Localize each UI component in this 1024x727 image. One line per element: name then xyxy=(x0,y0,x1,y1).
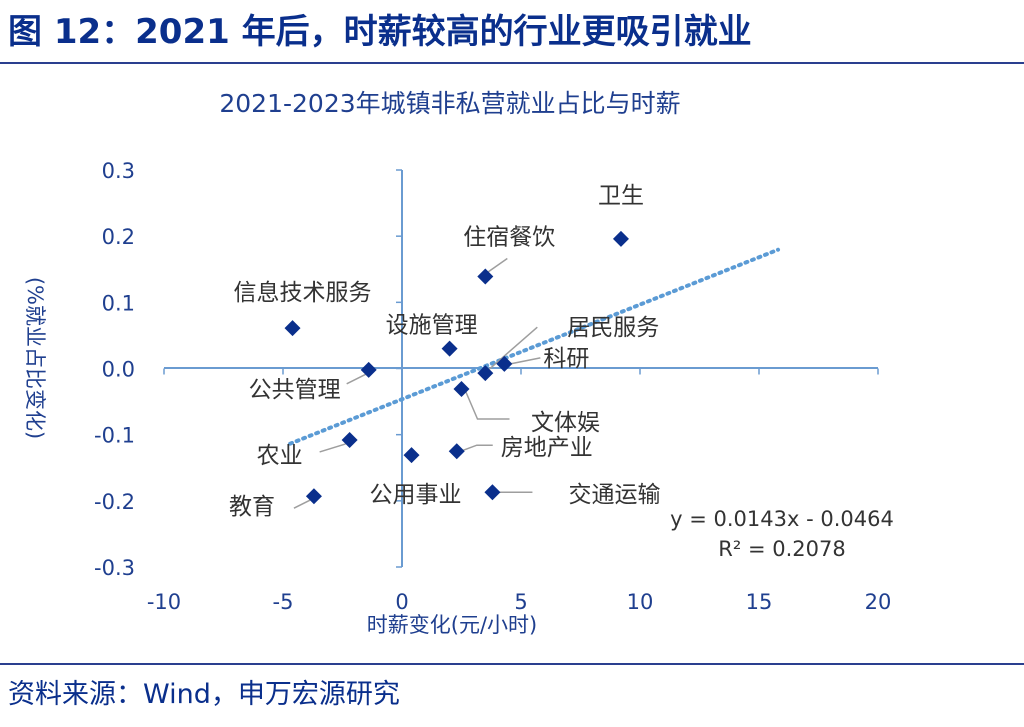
data-points xyxy=(284,230,629,505)
leader-lines xyxy=(293,257,541,509)
point-label: 科研 xyxy=(543,346,589,372)
x-tick-label: 0 xyxy=(395,590,408,614)
y-axis-label-group: (%就业占比变化) xyxy=(23,277,47,439)
x-tick-label: 5 xyxy=(514,590,527,614)
data-point xyxy=(441,340,458,357)
data-point xyxy=(448,443,465,460)
data-point xyxy=(477,268,494,285)
point-label: 教育 xyxy=(229,494,275,520)
point-label: 交通运输 xyxy=(568,482,660,508)
point-label: 公共管理 xyxy=(249,377,341,403)
point-label: 信息技术服务 xyxy=(234,280,372,306)
chart-title: 2021-2023年城镇非私营就业占比与时薪 xyxy=(219,89,680,118)
trendline xyxy=(288,247,781,446)
point-label: 公用事业 xyxy=(370,482,462,508)
y-tick-label: 0.0 xyxy=(102,358,135,382)
axis-ticks: -10 -5 0 5 10 15 20 0.3 0.2 0.1 0.0 -0.1 -0.2 -0.3 xyxy=(94,159,891,614)
point-label: 卫生 xyxy=(598,183,644,209)
point-label: 农业 xyxy=(257,443,303,469)
bottom-divider xyxy=(0,663,1024,665)
data-point xyxy=(403,447,420,464)
y-tick-label: -0.2 xyxy=(94,490,135,514)
data-point xyxy=(341,431,358,448)
leader-line xyxy=(464,390,510,420)
point-label: 房地产业 xyxy=(501,435,593,461)
y-tick-label: -0.3 xyxy=(94,556,135,580)
leader-line xyxy=(488,326,538,370)
data-point xyxy=(484,484,501,501)
leader-line xyxy=(346,373,368,385)
x-tick-label: 20 xyxy=(865,590,892,614)
point-label: 住宿餐饮 xyxy=(463,225,555,251)
source-note: 资料来源：Wind，申万宏源研究 xyxy=(8,679,400,710)
trendline-group xyxy=(288,247,781,446)
leader-line xyxy=(293,499,311,509)
data-point xyxy=(284,320,301,337)
x-tick-label: 10 xyxy=(627,590,654,614)
data-point xyxy=(496,355,513,372)
regression-equation: y = 0.0143x - 0.0464 xyxy=(670,507,894,531)
data-point xyxy=(360,361,377,378)
y-tick-label: 0.3 xyxy=(102,159,135,183)
point-label: 设施管理 xyxy=(386,313,478,339)
y-tick-label: 0.1 xyxy=(102,291,135,315)
leader-line xyxy=(510,357,541,365)
x-tick-label: 15 xyxy=(746,590,773,614)
data-point xyxy=(612,230,629,247)
top-divider xyxy=(0,62,1024,64)
data-point xyxy=(305,488,322,505)
data-point xyxy=(477,365,494,382)
point-label: 文体娱 xyxy=(531,410,600,436)
y-axis-label: (%就业占比变化) xyxy=(23,277,47,439)
data-point xyxy=(453,381,470,398)
leader-line xyxy=(486,257,508,274)
leader-line xyxy=(460,444,493,452)
x-tick-label: -10 xyxy=(147,590,181,614)
x-tick-label: -5 xyxy=(273,590,294,614)
figure-title: 图 12：2021 年后，时薪较高的行业更吸引就业 xyxy=(8,12,752,52)
r-squared: R² = 0.2078 xyxy=(718,537,845,561)
point-label: 居民服务 xyxy=(567,315,659,341)
y-tick-label: -0.1 xyxy=(94,424,135,448)
x-axis-label: 时薪变化(元/小时) xyxy=(367,613,537,637)
y-tick-label: 0.2 xyxy=(102,225,135,249)
leader-line xyxy=(319,443,346,453)
